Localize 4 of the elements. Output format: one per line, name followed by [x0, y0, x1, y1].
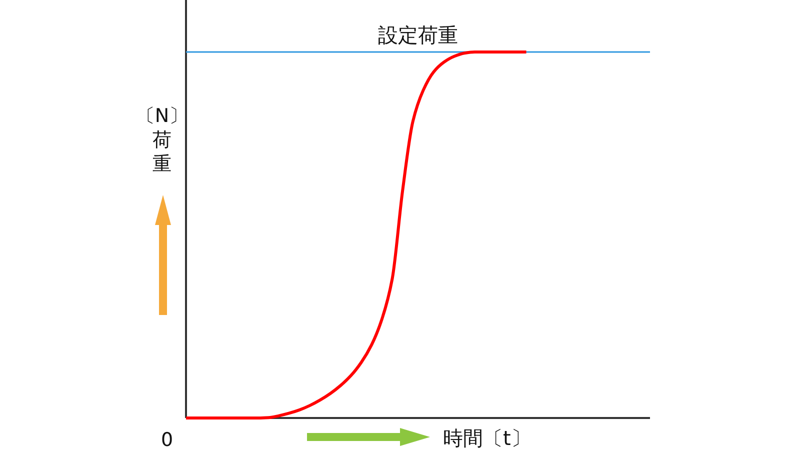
- ref-line-label: 設定荷重: [378, 23, 458, 47]
- x-axis-title: 時間〔t〕: [443, 426, 531, 450]
- text: 0: [160, 429, 174, 450]
- y-axis-title: 〔N〕荷重: [136, 105, 188, 175]
